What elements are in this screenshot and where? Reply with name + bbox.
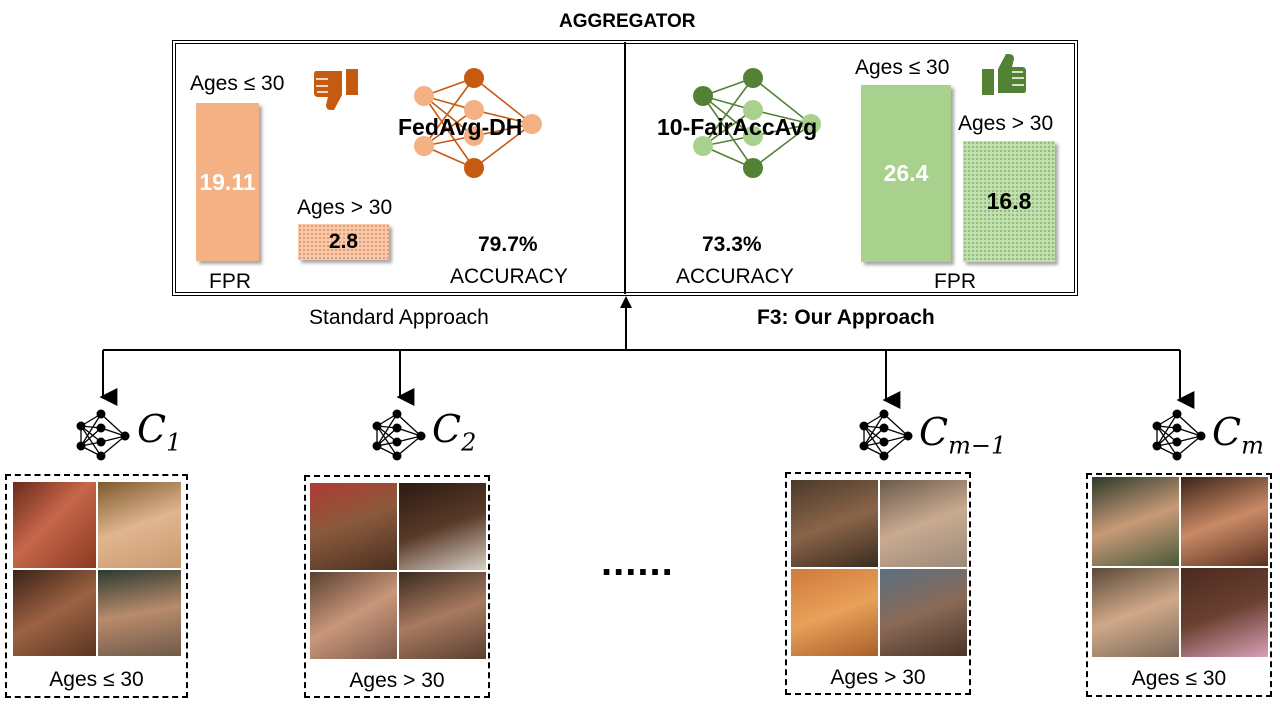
ours-bar-young-value: 26.4 xyxy=(883,160,929,186)
thumbs-down-icon xyxy=(314,69,358,110)
face-photo xyxy=(13,570,96,656)
client-1-age-label: Ages ≤ 30 xyxy=(49,668,144,691)
client-m-1-network-icon xyxy=(858,407,914,465)
std-bar-old-value: 2.8 xyxy=(328,230,359,253)
std-bar-old: 2.8 xyxy=(298,224,389,260)
client-m-network-icon xyxy=(1151,407,1207,465)
std-accuracy-label: ACCURACY xyxy=(450,265,568,288)
face-photo xyxy=(791,480,878,567)
client-m-data-box: Ages ≤ 30 xyxy=(1086,473,1272,697)
client-m-label: Cm xyxy=(1212,410,1264,460)
ours-model-name: 10-FairAccAvg xyxy=(657,114,818,140)
face-photo xyxy=(13,482,96,568)
client-m-name: C xyxy=(1212,410,1242,454)
client-2-face-grid xyxy=(310,483,486,659)
aggregator-title: AGGREGATOR xyxy=(559,11,696,32)
ours-caption: F3: Our Approach xyxy=(757,306,935,329)
std-old-label: Ages > 30 xyxy=(297,196,393,219)
client-1-name: C xyxy=(137,407,167,451)
face-photo xyxy=(1181,568,1268,657)
face-photo xyxy=(98,482,181,568)
ours-old-label: Ages > 30 xyxy=(958,112,1054,135)
client-2-sub: 2 xyxy=(461,428,477,457)
std-bar-young: 19.11 xyxy=(196,103,259,261)
ours-fpr-label: FPR xyxy=(934,270,976,293)
face-photo xyxy=(1181,477,1268,566)
client-2-data-box: Ages > 30 xyxy=(304,475,490,698)
std-bar-young-value: 19.11 xyxy=(199,168,256,195)
client-1-label: C1 xyxy=(137,407,181,457)
face-photo xyxy=(399,572,486,659)
face-photo xyxy=(98,570,181,656)
std-accuracy-value: 79.7% xyxy=(478,233,538,256)
ours-bar-young: 26.4 xyxy=(861,85,951,262)
client-2-name: C xyxy=(432,407,462,451)
ours-bar-old: 16.8 xyxy=(963,141,1055,262)
ours-accuracy-label: ACCURACY xyxy=(676,265,794,288)
face-photo xyxy=(310,483,397,570)
aggregator-arrowhead xyxy=(620,296,632,308)
face-photo xyxy=(880,569,967,656)
std-young-label: Ages ≤ 30 xyxy=(190,72,285,95)
aggregator-divider xyxy=(624,42,626,294)
clients-ellipsis: ...... xyxy=(601,540,674,584)
fedavg-network-icon xyxy=(414,68,542,178)
client-2-network-icon xyxy=(371,407,427,465)
face-photo xyxy=(1092,477,1179,566)
face-photo xyxy=(399,483,486,570)
std-caption: Standard Approach xyxy=(309,306,489,329)
client-m-1-face-grid xyxy=(791,480,967,656)
client-1-sub: 1 xyxy=(166,428,182,457)
ours-bar-old-value: 16.8 xyxy=(986,188,1032,214)
client-2-label: C2 xyxy=(432,407,476,457)
client-m-1-sub: m−1 xyxy=(948,431,1007,460)
ours-young-label: Ages ≤ 30 xyxy=(855,56,950,79)
client-2-age-label: Ages > 30 xyxy=(349,669,445,692)
client-1-data-box: Ages ≤ 30 xyxy=(5,474,188,698)
client-1-network-icon xyxy=(75,407,131,465)
face-photo xyxy=(310,572,397,659)
client-m-face-grid xyxy=(1092,477,1268,657)
ours-accuracy-value: 73.3% xyxy=(702,233,762,256)
client-m-1-label: Cm−1 xyxy=(919,410,1006,460)
std-model-name: FedAvg-DH xyxy=(398,114,523,140)
face-photo xyxy=(791,569,878,656)
thumbs-up-icon xyxy=(982,54,1026,95)
std-fpr-label: FPR xyxy=(209,270,251,293)
client-1-face-grid xyxy=(13,482,181,656)
client-m-1-data-box: Ages > 30 xyxy=(785,472,971,695)
client-m-1-age-label: Ages > 30 xyxy=(830,666,926,689)
face-photo xyxy=(880,480,967,567)
client-m-sub: m xyxy=(1241,431,1264,460)
client-m-1-name: C xyxy=(919,410,949,454)
client-m-age-label: Ages ≤ 30 xyxy=(1131,667,1227,690)
fairaccavg-network-icon xyxy=(693,68,821,178)
face-photo xyxy=(1092,568,1179,657)
